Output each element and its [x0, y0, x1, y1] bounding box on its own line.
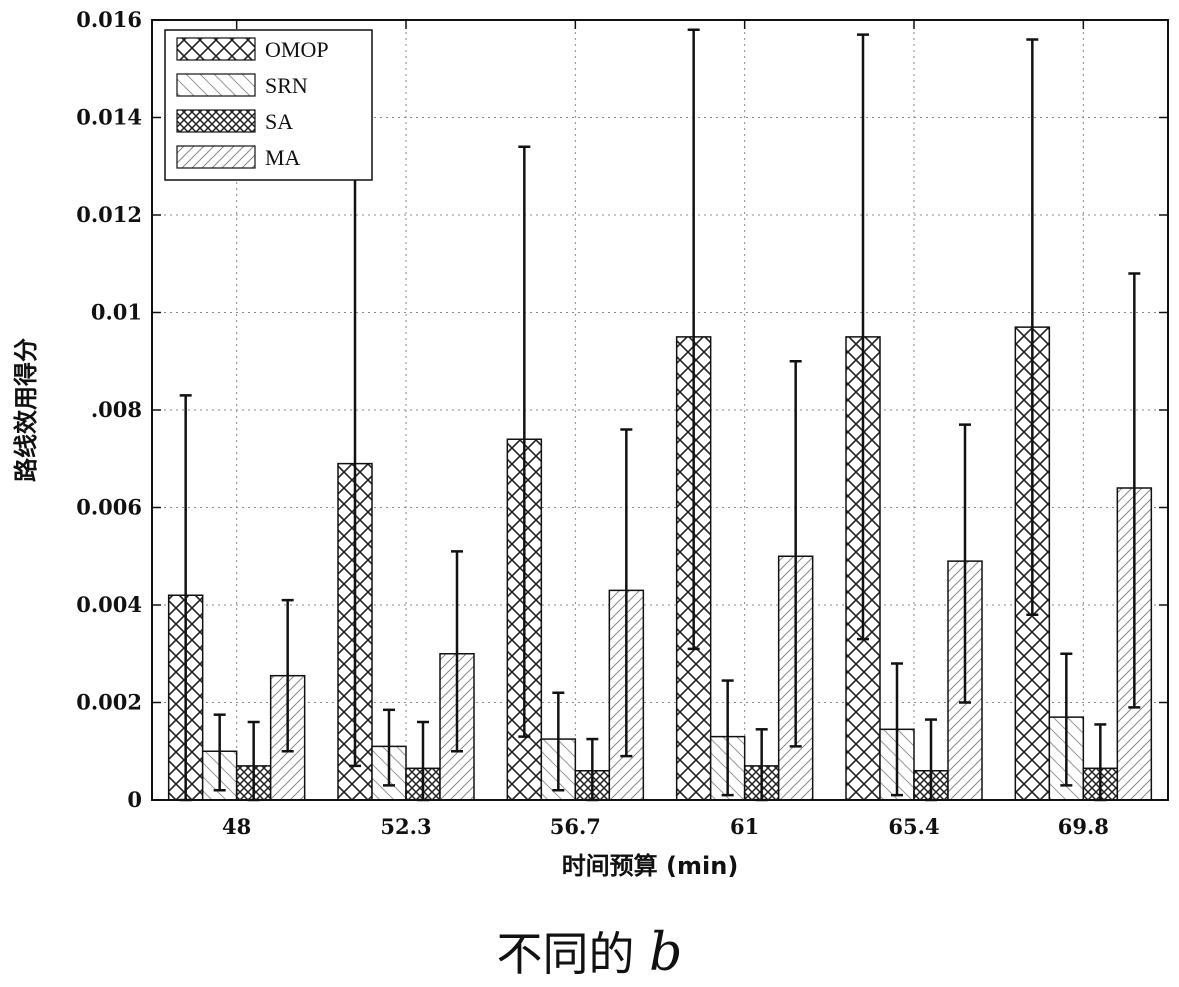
y-tick-label: .008 — [91, 397, 142, 422]
caption-text: 不同的 — [496, 927, 650, 981]
x-tick-label: 61 — [730, 814, 759, 839]
legend-swatch — [176, 109, 256, 133]
x-tick-label: 48 — [222, 814, 251, 839]
y-tick-label: 0.002 — [76, 690, 142, 715]
legend-label: OMOP — [265, 37, 329, 62]
legend-swatch — [176, 73, 256, 97]
y-tick-label: 0.012 — [76, 202, 142, 227]
x-tick-label: 52.3 — [380, 814, 431, 839]
x-tick-label: 65.4 — [888, 814, 939, 839]
axes: 0 0.002 0.004 0.006 .008 0.01 0.012 0.014 0.016 4… — [12, 7, 1169, 880]
y-axis-label: 路线效用得分 — [12, 338, 40, 482]
legend-swatch — [176, 145, 256, 169]
legend-swatch — [176, 37, 256, 61]
y-tick-label: 0.014 — [76, 105, 142, 130]
caption-variable: b — [649, 923, 683, 983]
y-tick-label: 0 — [127, 787, 142, 812]
x-axis-label: 时间预算 (min) — [562, 852, 739, 880]
y-tick-label: 0.01 — [91, 300, 142, 325]
y-tick-label: 0.016 — [76, 7, 142, 32]
y-tick-label: 0.004 — [76, 592, 142, 617]
legend-label: SA — [265, 109, 293, 134]
x-tick-label: 56.7 — [550, 814, 601, 839]
figure-caption: 不同的 b — [0, 918, 1179, 984]
y-tick-label: 0.006 — [76, 495, 142, 520]
legend: OMOP SRN SA MA — [164, 29, 373, 181]
legend-label: SRN — [265, 73, 308, 98]
bars — [167, 28, 1153, 802]
x-tick-label: 69.8 — [1058, 814, 1109, 839]
legend-label: MA — [265, 145, 301, 170]
